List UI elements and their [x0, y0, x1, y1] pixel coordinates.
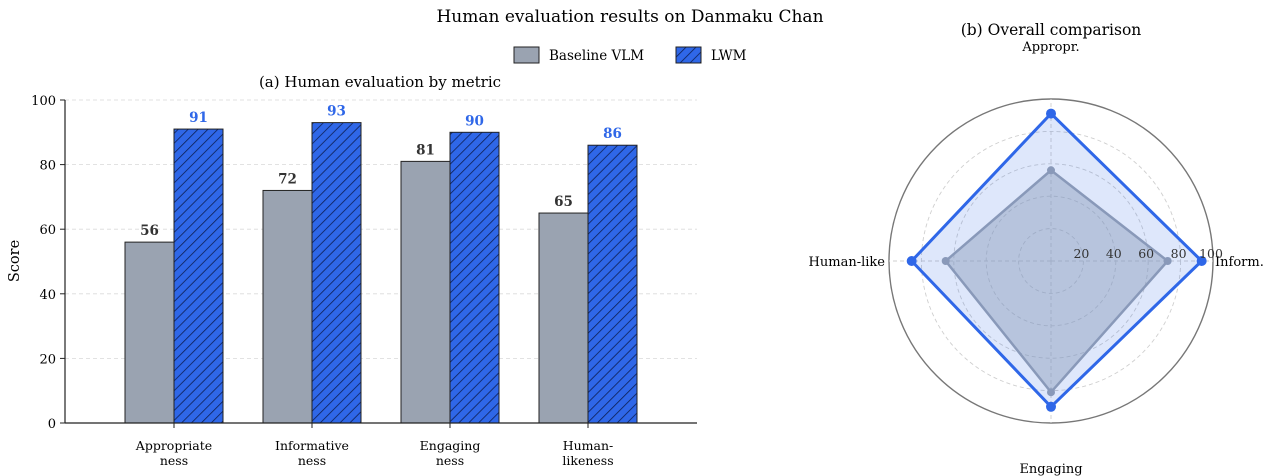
radar-axis-label: Appropr.: [1021, 40, 1079, 55]
figure-title: Human evaluation results on Danmaku Chan: [436, 7, 823, 27]
x-axis-ticks: AppropriatenessInformativenessEngagingne…: [135, 423, 614, 468]
x-tick-label: Human-: [563, 438, 614, 453]
bar-value-label-baseline: 56: [140, 223, 159, 239]
radar-series: [906, 108, 1207, 412]
y-tick-label: 80: [39, 159, 56, 174]
radar-point-baseline: [1047, 166, 1055, 175]
bar-chart-title: (a) Human evaluation by metric: [259, 73, 501, 91]
bar-value-label-baseline: 72: [278, 171, 297, 187]
bar-baseline: [400, 160, 451, 424]
radar-axis-label: Inform.: [1215, 255, 1264, 270]
radar-point-lwm: [1196, 256, 1207, 266]
legend-swatch-lwm: [675, 46, 702, 64]
y-tick-label: 100: [31, 94, 56, 109]
radar-ring: [953, 163, 1149, 359]
legend-label-lwm: LWM: [711, 48, 747, 64]
y-tick-label: 60: [39, 223, 56, 238]
y-axis-ticks: 0 20 40 60 80 100: [31, 94, 65, 432]
bar-value-label-lwm: 90: [465, 113, 484, 129]
radar-point-lwm: [1046, 401, 1056, 412]
x-tick-label: ness: [436, 453, 464, 468]
bar-lwm: [587, 144, 638, 424]
radar-point-lwm: [906, 256, 917, 266]
x-tick-label: Informative: [275, 438, 349, 453]
radar-r-tick-label: 100: [1199, 246, 1223, 261]
x-tick-label: Appropriate: [135, 438, 212, 453]
bar-baseline: [262, 189, 313, 424]
radar-point-baseline: [1047, 388, 1055, 397]
radar-r-tick-label: 80: [1171, 246, 1187, 261]
bar-value-label-lwm: 93: [327, 104, 346, 120]
x-tick-label: ness: [160, 453, 188, 468]
bar-value-label-lwm: 86: [603, 126, 622, 142]
legend-swatch-baseline: [513, 46, 540, 64]
radar-axis-label: Human-like: [809, 255, 886, 270]
bar-value-labels: 56 91 72 93 81 90 65 86: [140, 104, 622, 240]
bar-baseline: [124, 241, 175, 424]
radar-ring: [1018, 228, 1084, 294]
bar-lwm: [173, 128, 224, 424]
bars: [124, 122, 638, 424]
bar-baseline: [538, 212, 589, 424]
bar-value-label-baseline: 81: [416, 142, 435, 158]
radar-axis-label: Engaging: [1019, 462, 1082, 476]
radar-polygon-lwm: [909, 111, 1204, 409]
bar-chart: (a) Human evaluation by metric Score 0 20…: [7, 73, 697, 468]
radar-r-tick-label: 60: [1138, 246, 1154, 261]
x-tick-label: likeness: [562, 453, 613, 468]
legend-label-baseline: Baseline VLM: [549, 48, 644, 64]
y-tick-label: 0: [48, 417, 56, 432]
bar-value-label-lwm: 91: [189, 110, 208, 126]
radar-point-baseline: [1163, 257, 1172, 265]
y-axis-label: Score: [7, 240, 23, 282]
bar-lwm: [311, 122, 362, 424]
radar-point-lwm: [1046, 108, 1056, 119]
bar-lwm: [449, 131, 500, 424]
y-tick-label: 20: [39, 352, 56, 367]
x-tick-label: ness: [298, 453, 326, 468]
radar-point-baseline: [941, 257, 950, 265]
bar-value-label-baseline: 65: [554, 194, 573, 210]
x-tick-label: Engaging: [420, 438, 481, 453]
radar-chart: (b) Overall comparison 20 40 60 80 100 Appro…: [809, 21, 1264, 476]
radar-r-tick-label: 40: [1106, 246, 1122, 261]
radar-radial-ticks: 20 40 60 80 100: [1073, 246, 1223, 261]
radar-axis-labels: Appropr. Inform. Engaging Human-like: [809, 40, 1264, 476]
radar-r-tick-label: 20: [1073, 246, 1089, 261]
legend: Baseline VLM LWM: [513, 46, 747, 64]
radar-chart-title: (b) Overall comparison: [961, 21, 1142, 39]
y-tick-label: 40: [39, 288, 56, 303]
